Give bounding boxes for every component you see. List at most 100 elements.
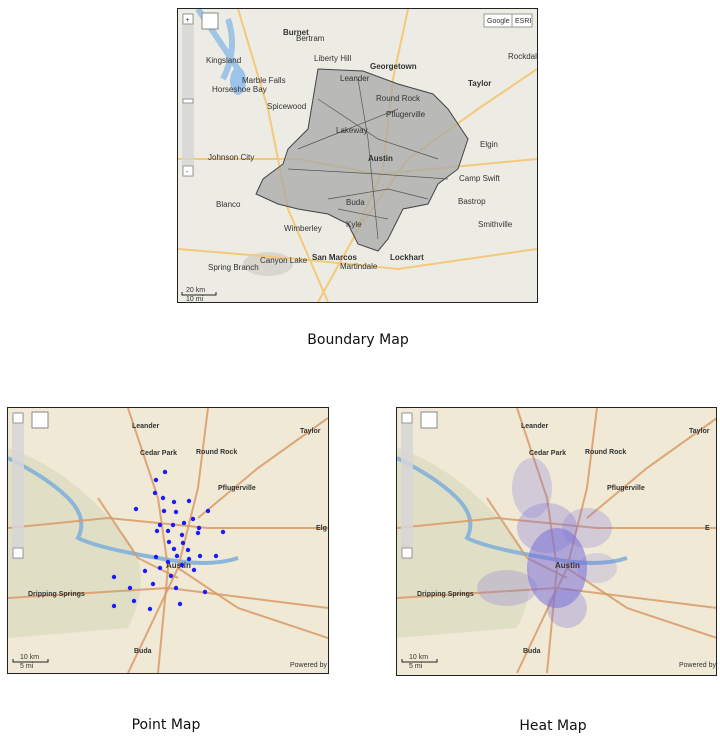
point-marker[interactable] bbox=[179, 532, 185, 538]
attribution[interactable]: Powered by Esri bbox=[679, 662, 716, 669]
attribution[interactable]: Powered by Esri bbox=[290, 662, 328, 669]
map-label: Pflugerville bbox=[218, 485, 256, 492]
map-canvas: Leander Taylor Cedar Park Round Rock Pfluger… bbox=[8, 408, 328, 673]
point-marker[interactable] bbox=[220, 529, 226, 535]
point-marker[interactable] bbox=[173, 509, 179, 515]
point-marker[interactable] bbox=[202, 589, 208, 595]
zoom-in[interactable] bbox=[401, 412, 413, 424]
point-marker[interactable] bbox=[195, 530, 201, 536]
point-marker[interactable] bbox=[162, 469, 168, 475]
scale-label: 10 km bbox=[409, 654, 428, 661]
map-label: Kingsland bbox=[206, 56, 241, 65]
scale-bar bbox=[401, 659, 438, 663]
point-marker[interactable] bbox=[111, 574, 117, 580]
point-marker[interactable] bbox=[150, 581, 156, 587]
map-label: Horseshoe Bay bbox=[212, 85, 267, 94]
map-label: Dripping Springs bbox=[28, 591, 85, 598]
point-marker[interactable] bbox=[166, 539, 172, 545]
point-marker[interactable] bbox=[179, 562, 185, 568]
map-label: Pflugerville bbox=[386, 110, 426, 119]
terrain bbox=[397, 448, 530, 638]
zoom-bar[interactable] bbox=[401, 412, 413, 560]
point-marker[interactable] bbox=[213, 553, 219, 559]
point-marker[interactable] bbox=[171, 546, 177, 552]
point-marker[interactable] bbox=[153, 477, 159, 483]
zoom-in[interactable] bbox=[12, 412, 24, 424]
map-label: Taylor bbox=[468, 79, 491, 88]
scale-label: 5 mi bbox=[409, 663, 423, 670]
point-marker[interactable] bbox=[171, 499, 177, 505]
point-marker[interactable] bbox=[191, 567, 197, 573]
point-marker[interactable] bbox=[205, 508, 211, 514]
map-label: Taylor bbox=[300, 428, 321, 435]
point-marker[interactable] bbox=[157, 565, 163, 571]
point-marker[interactable] bbox=[186, 498, 192, 504]
heat-blob bbox=[477, 570, 537, 606]
map-label: Johnson City bbox=[208, 153, 254, 162]
road bbox=[127, 408, 170, 673]
point-marker[interactable] bbox=[190, 516, 196, 522]
zoom-control[interactable]: + - bbox=[182, 13, 194, 177]
map-label: Lockhart bbox=[390, 253, 424, 262]
map-label: Austin bbox=[166, 561, 191, 570]
point-marker[interactable] bbox=[160, 495, 166, 501]
point-marker[interactable] bbox=[165, 528, 171, 534]
point-marker[interactable] bbox=[157, 522, 163, 528]
terrain bbox=[8, 448, 141, 638]
map-label: Austin bbox=[555, 561, 580, 570]
map-label: Pflugerville bbox=[607, 485, 645, 492]
point-marker[interactable] bbox=[142, 568, 148, 574]
point-marker[interactable] bbox=[180, 540, 186, 546]
home-button[interactable] bbox=[31, 411, 49, 429]
heat-blob bbox=[577, 553, 617, 583]
zoom-bar[interactable] bbox=[12, 412, 24, 560]
map-label: Round Rock bbox=[585, 449, 626, 456]
point-marker[interactable] bbox=[177, 601, 183, 607]
point-marker[interactable] bbox=[127, 585, 133, 591]
point-marker[interactable] bbox=[196, 525, 202, 531]
point-marker[interactable] bbox=[185, 547, 191, 553]
point-marker[interactable] bbox=[168, 573, 174, 579]
point-marker[interactable] bbox=[131, 598, 137, 604]
map-label: Dripping Springs bbox=[417, 591, 474, 598]
point-marker[interactable] bbox=[154, 528, 160, 534]
home-button[interactable] bbox=[420, 411, 438, 429]
caption: Heat Map bbox=[519, 718, 587, 734]
point-marker[interactable] bbox=[133, 506, 139, 512]
home-button[interactable] bbox=[201, 12, 219, 30]
heat-blob bbox=[512, 458, 552, 518]
point-marker[interactable] bbox=[161, 508, 167, 514]
point-marker[interactable] bbox=[181, 520, 187, 526]
point-marker[interactable] bbox=[186, 556, 192, 562]
attribution[interactable]: ESRI bbox=[515, 18, 531, 25]
point-marker[interactable] bbox=[152, 490, 158, 496]
attribution[interactable]: Google bbox=[487, 18, 510, 25]
point-marker[interactable] bbox=[170, 522, 176, 528]
road bbox=[177, 567, 328, 639]
svg-text:+: + bbox=[186, 17, 190, 24]
map-label: Lakeway bbox=[336, 126, 368, 135]
point-marker[interactable] bbox=[174, 553, 180, 559]
point-marker[interactable] bbox=[147, 606, 153, 612]
heat-blob bbox=[527, 528, 587, 608]
svg-text:-: - bbox=[186, 169, 189, 176]
point-marker[interactable] bbox=[111, 603, 117, 609]
point-marker[interactable] bbox=[173, 585, 179, 591]
scale-label: 20 km bbox=[186, 287, 205, 294]
heat-map: Leander Taylor Cedar Park Round Rock Pfluger… bbox=[396, 407, 717, 676]
map-label: Burnet bbox=[283, 28, 309, 37]
heat-blob bbox=[517, 503, 577, 553]
point-marker[interactable] bbox=[197, 553, 203, 559]
map-label: Liberty Hill bbox=[314, 54, 352, 63]
zoom-out[interactable] bbox=[401, 547, 413, 559]
zoom-out[interactable] bbox=[12, 547, 24, 559]
point-marker[interactable] bbox=[165, 559, 171, 565]
road bbox=[566, 567, 716, 639]
map-label: Blanco bbox=[216, 200, 241, 209]
caption: Point Map bbox=[131, 717, 201, 733]
map-label: Bertram bbox=[296, 34, 325, 43]
road bbox=[8, 586, 328, 609]
scale-label: 10 mi bbox=[186, 296, 204, 302]
point-marker[interactable] bbox=[153, 554, 159, 560]
